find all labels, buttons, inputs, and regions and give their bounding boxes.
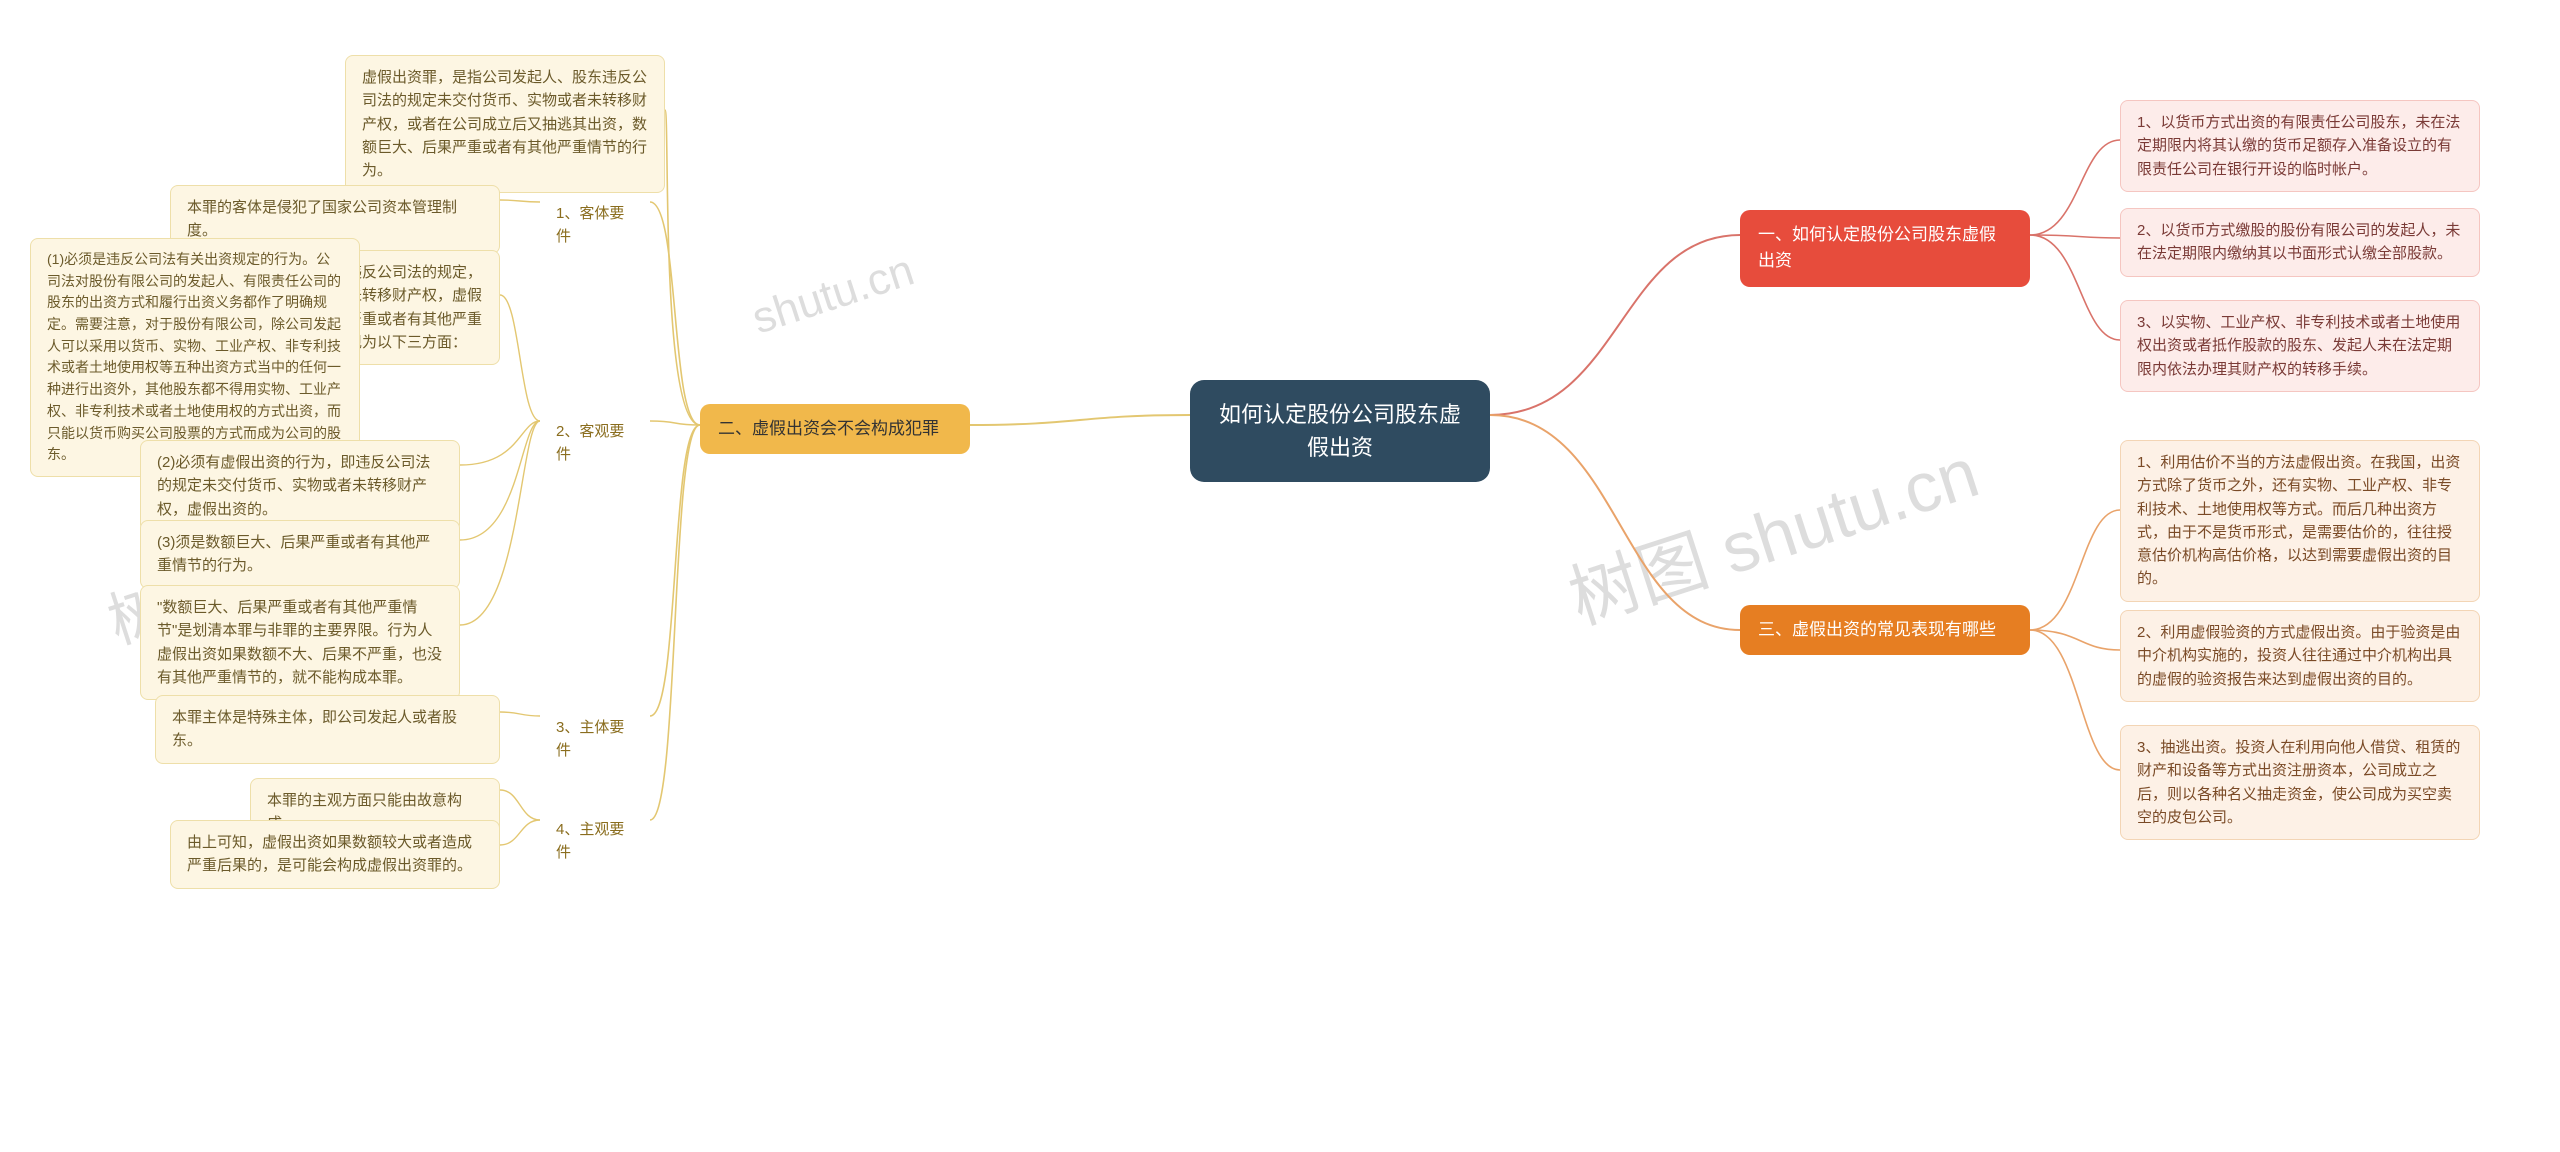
- leaf-yellow-4-2: 由上可知，虚假出资如果数额较大或者造成严重后果的，是可能会构成虚假出资罪的。: [170, 820, 500, 889]
- branch-yellow: 二、虚假出资会不会构成犯罪: [700, 404, 970, 454]
- leaf-yellow-2-3: (3)须是数额巨大、后果严重或者有其他严重情节的行为。: [140, 520, 460, 589]
- sub-yellow-3: 3、主体要件: [540, 706, 650, 773]
- leaf-orange-3: 3、抽逃出资。投资人在利用向他人借贷、租赁的财产和设备等方式出资注册资本，公司成…: [2120, 725, 2480, 840]
- leaf-red-3: 3、以实物、工业产权、非专利技术或者土地使用权出资或者抵作股款的股东、发起人未在…: [2120, 300, 2480, 392]
- leaf-orange-1: 1、利用估价不当的方法虚假出资。在我国，出资方式除了货币之外，还有实物、工业产权…: [2120, 440, 2480, 602]
- sub-yellow-2: 2、客观要件: [540, 410, 650, 477]
- leaf-yellow-2-4: "数额巨大、后果严重或者有其他严重情节"是划清本罪与非罪的主要界限。行为人虚假出…: [140, 585, 460, 700]
- sub-yellow-4: 4、主观要件: [540, 808, 650, 875]
- leaf-red-1: 1、以货币方式出资的有限责任公司股东，未在法定期限内将其认缴的货币足额存入准备设…: [2120, 100, 2480, 192]
- branch-red: 一、如何认定股份公司股东虚假出资: [1740, 210, 2030, 287]
- leaf-orange-2: 2、利用虚假验资的方式虚假出资。由于验资是由中介机构实施的，投资人往往通过中介机…: [2120, 610, 2480, 702]
- leaf-red-2: 2、以货币方式缴股的股份有限公司的发起人，未在法定期限内缴纳其以书面形式认缴全部…: [2120, 208, 2480, 277]
- leaf-yellow-2-2: (2)必须有虚假出资的行为，即违反公司法的规定未交付货币、实物或者未转移财产权，…: [140, 440, 460, 532]
- sub-yellow-1: 1、客体要件: [540, 192, 650, 259]
- root-node: 如何认定股份公司股东虚假出资: [1190, 380, 1490, 482]
- leaf-yellow-intro: 虚假出资罪，是指公司发起人、股东违反公司法的规定未交付货币、实物或者未转移财产权…: [345, 55, 665, 193]
- watermark: shutu.cn: [746, 246, 920, 345]
- branch-orange: 三、虚假出资的常见表现有哪些: [1740, 605, 2030, 655]
- leaf-yellow-3-1: 本罪主体是特殊主体，即公司发起人或者股东。: [155, 695, 500, 764]
